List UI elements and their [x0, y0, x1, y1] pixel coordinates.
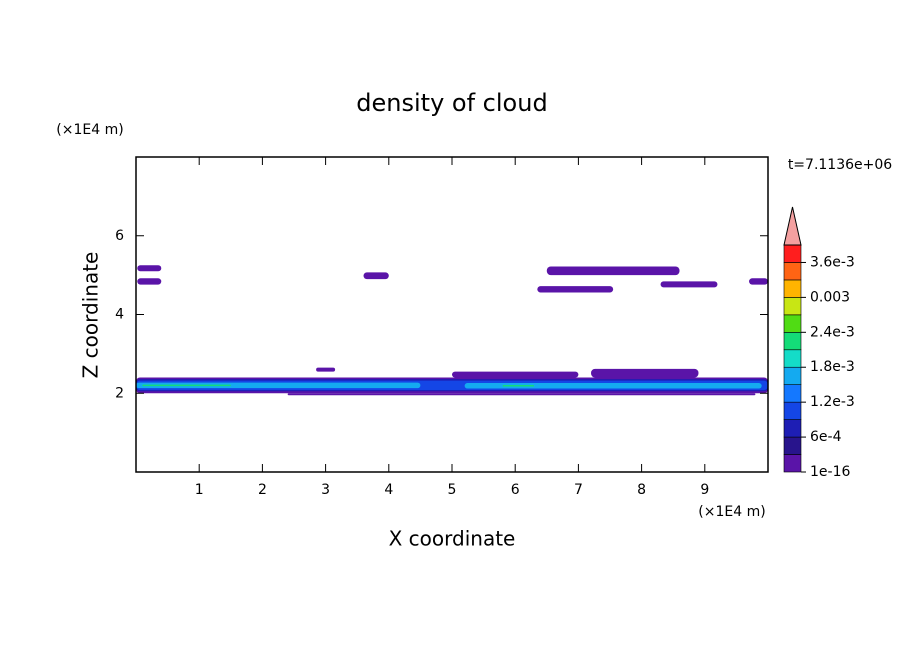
y-tick-label: 4: [115, 307, 124, 323]
colorbar-band: [783, 454, 802, 473]
contour-region: [363, 272, 389, 280]
colorbar-tick-label: 0.003: [810, 289, 850, 305]
contour-region: [452, 371, 579, 378]
x-tick-label: 2: [258, 482, 267, 498]
chart-title: density of cloud: [356, 89, 547, 117]
contour-region: [660, 281, 718, 288]
y-unit: (×1E4 m): [56, 122, 123, 138]
colorbar-band: [783, 384, 802, 403]
contour-region: [591, 368, 699, 378]
colorbar-tick-label: 1e-16: [810, 464, 850, 480]
x-tick-label: 1: [195, 482, 204, 498]
y-tick-label: 2: [115, 385, 124, 401]
colorbar-tick-label: 6e-4: [810, 429, 842, 445]
colorbar-band: [783, 419, 802, 438]
y-tick-label: 6: [115, 228, 124, 244]
colorbar-band: [783, 314, 802, 333]
colorbar-band: [783, 279, 802, 298]
contour-region: [142, 384, 231, 387]
x-tick-label: 4: [384, 482, 393, 498]
x-tick-label: 8: [637, 482, 646, 498]
contour-region: [287, 393, 756, 396]
colorbar-extension: [783, 206, 802, 246]
colorbar-band: [783, 401, 802, 420]
contour-region: [137, 265, 162, 272]
plot-frame: [135, 156, 769, 473]
x-unit: (×1E4 m): [698, 504, 765, 520]
x-tick-label: 3: [321, 482, 330, 498]
time-annotation: t=7.1136e+06: [788, 157, 892, 173]
colorbar-band: [783, 349, 802, 368]
x-tick-label: 9: [700, 482, 709, 498]
colorbar-band: [783, 436, 802, 455]
contour-region: [137, 278, 162, 285]
x-tick-label: 6: [511, 482, 520, 498]
x-tick-label: 5: [448, 482, 457, 498]
colorbar-tick-label: 1.8e-3: [810, 359, 855, 375]
y-axis-label: Z coordinate: [79, 252, 103, 379]
colorbar-band: [783, 244, 802, 263]
contour-region: [136, 382, 421, 389]
colorbar-band: [783, 262, 802, 281]
colorbar-band: [783, 366, 802, 385]
colorbar-tick-label: 1.2e-3: [810, 394, 855, 410]
contour-region: [537, 286, 614, 293]
x-axis-label: X coordinate: [389, 527, 516, 551]
contour-region: [464, 383, 762, 389]
contour-region: [502, 384, 535, 387]
contour-region: [316, 367, 336, 372]
colorbar-tick-label: 3.6e-3: [810, 254, 855, 270]
contour-region: [546, 266, 680, 276]
colorbar-band: [783, 332, 802, 351]
x-tick-label: 7: [574, 482, 583, 498]
contour-region: [749, 278, 768, 285]
colorbar-band: [783, 297, 802, 316]
colorbar-tick-label: 2.4e-3: [810, 324, 855, 340]
